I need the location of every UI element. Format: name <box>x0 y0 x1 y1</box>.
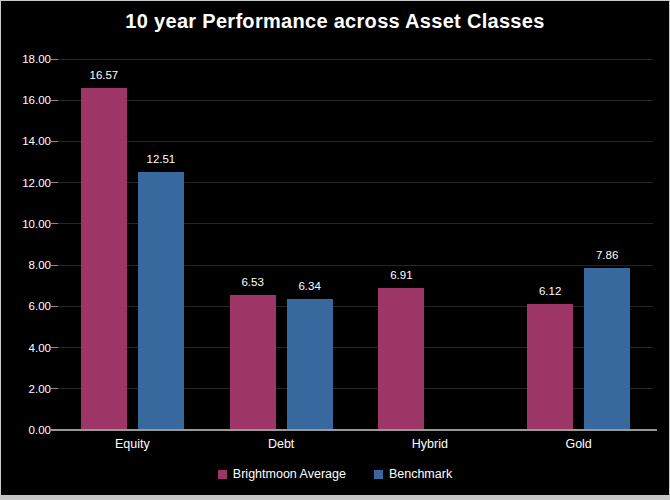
bar-benchmark-debt <box>287 299 333 430</box>
chart-window: 10 year Performance across Asset Classes… <box>0 0 670 500</box>
bar-brightmoon-average-hybrid <box>378 288 424 430</box>
bar-value-label: 6.12 <box>515 284 585 298</box>
y-axis-tick-label: 14.00 <box>1 133 51 149</box>
gridline <box>58 100 653 101</box>
bar-value-label: 6.34 <box>275 279 345 293</box>
x-axis-category-label: Equity <box>58 437 206 451</box>
y-axis-tick-label: 2.00 <box>1 381 51 397</box>
gridline <box>58 141 653 142</box>
bar-value-label: 12.51 <box>126 152 196 166</box>
legend-label: Benchmark <box>389 467 452 481</box>
y-axis-tick-label: 16.00 <box>1 92 51 108</box>
legend-label: Brightmoon Average <box>233 467 346 481</box>
y-axis-tick-label: 10.00 <box>1 216 51 232</box>
bar-brightmoon-average-debt <box>230 295 276 430</box>
bar-value-label: 16.57 <box>69 68 139 82</box>
bottom-border-strip <box>1 495 669 499</box>
chart-title: 10 year Performance across Asset Classes <box>1 10 669 33</box>
gridline <box>58 59 653 60</box>
x-axis-category-label: Debt <box>207 437 355 451</box>
legend-swatch <box>374 470 383 479</box>
bar-value-label: 6.91 <box>366 268 436 282</box>
x-axis-line <box>51 429 657 431</box>
bar-brightmoon-average-gold <box>527 304 573 430</box>
y-axis-tick-label: 8.00 <box>1 257 51 273</box>
y-axis-tick-label: 6.00 <box>1 298 51 314</box>
bar-brightmoon-average-equity <box>81 88 127 430</box>
x-axis-category-label: Hybrid <box>356 437 504 451</box>
plot-area: 16.5712.516.536.346.916.127.86 <box>58 59 653 430</box>
bar-benchmark-gold <box>584 268 630 430</box>
y-axis-tick-label: 0.00 <box>1 422 51 438</box>
bar-value-label: 7.86 <box>572 248 642 262</box>
bar-benchmark-equity <box>138 172 184 430</box>
legend-swatch <box>218 470 227 479</box>
legend: Brightmoon Average Benchmark <box>1 467 669 481</box>
x-axis-category-label: Gold <box>505 437 653 451</box>
legend-item-brightmoon-average: Brightmoon Average <box>218 467 346 481</box>
y-axis-tick-label: 18.00 <box>1 51 51 67</box>
y-axis-tick-label: 12.00 <box>1 175 51 191</box>
legend-item-benchmark: Benchmark <box>374 467 452 481</box>
y-axis-tick-label: 4.00 <box>1 340 51 356</box>
